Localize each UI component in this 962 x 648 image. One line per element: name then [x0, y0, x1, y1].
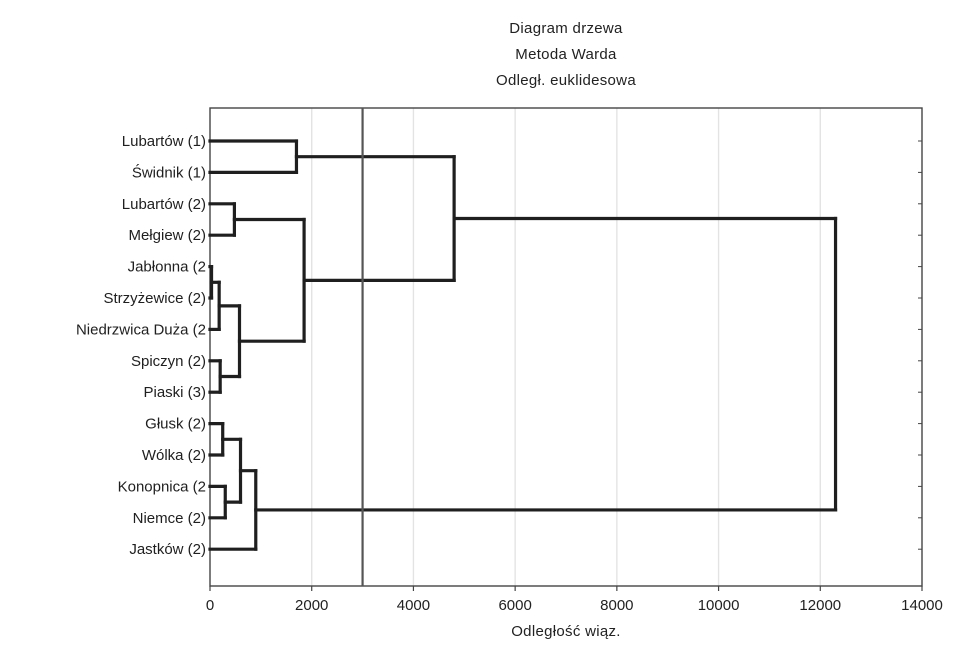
x-tick-label: 2000: [295, 597, 328, 614]
x-tick-label: 8000: [600, 597, 633, 614]
leaf-label: Świdnik (1): [132, 163, 206, 181]
chart-title-line-3: Odległ. euklidesowa: [496, 72, 636, 89]
plot-frame: [209, 107, 923, 587]
x-tick-label: 6000: [498, 597, 531, 614]
leaf-labels: Lubartów (1) Świdnik (1) Lubartów (2) Mełgi…: [76, 133, 206, 558]
leaf-label: Mełgiew (2): [128, 227, 206, 244]
x-tick-label: 10000: [698, 597, 740, 614]
leaf-label: Jabłonna (2: [128, 259, 206, 276]
x-axis-label: Odległość wiąz.: [511, 623, 621, 640]
leaf-label: Wólka (2): [142, 447, 206, 464]
chart-title-line-2: Metoda Warda: [515, 46, 617, 63]
chart-title-line-1: Diagram drzewa: [509, 20, 623, 37]
leaf-label: Głusk (2): [145, 416, 206, 433]
x-tick-labels: 0 2000 4000 6000 8000 10000 12000 14000: [206, 597, 943, 614]
x-tick-label: 0: [206, 597, 214, 614]
leaf-label: Piaski (3): [143, 384, 206, 401]
leaf-label: Jastków (2): [129, 541, 206, 558]
x-tick-label: 14000: [901, 597, 943, 614]
leaf-label: Lubartów (1): [122, 133, 206, 150]
leaf-label: Niedrzwica Duża (2: [76, 321, 206, 338]
grid-lines: [311, 108, 821, 586]
leaf-label: Spiczyn (2): [131, 353, 206, 370]
leaf-label: Strzyżewice (2): [103, 290, 206, 307]
leaf-label: Konopnica (2: [118, 478, 206, 495]
dendrogram-links: [208, 139, 838, 551]
axis-ticks: [209, 140, 923, 591]
x-tick-label: 12000: [799, 597, 841, 614]
leaf-label: Lubartów (2): [122, 196, 206, 213]
x-tick-label: 4000: [397, 597, 430, 614]
leaf-label: Niemce (2): [133, 510, 206, 527]
